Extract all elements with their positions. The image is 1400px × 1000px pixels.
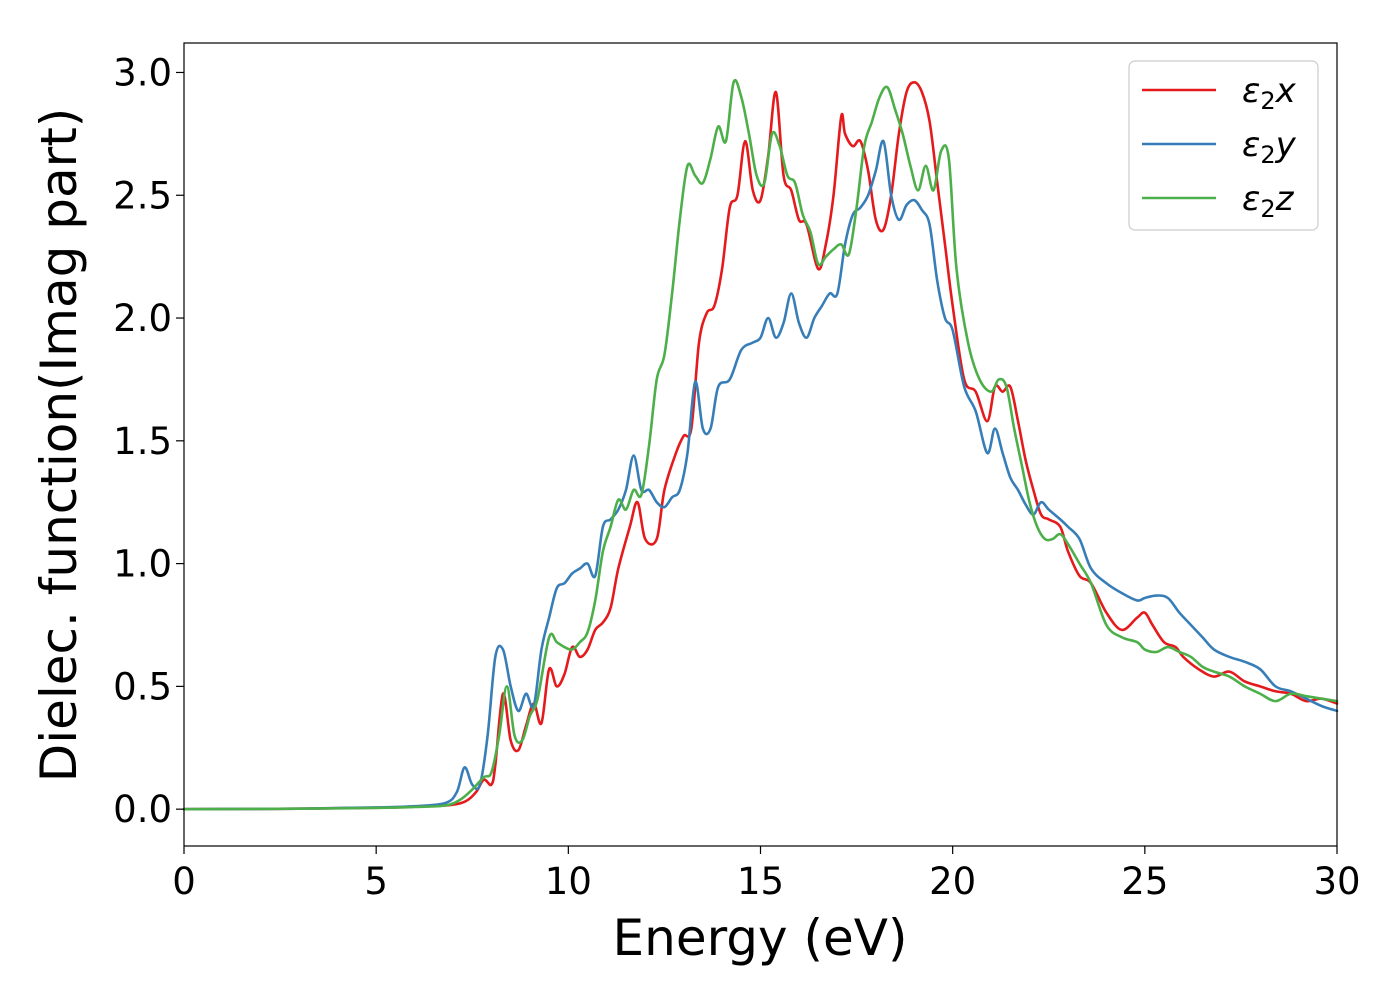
series-line-z	[182, 78, 1339, 811]
x-tick-label: 5	[364, 860, 388, 903]
x-tick-label: 30	[1313, 860, 1360, 903]
x-tick-label: 25	[1121, 860, 1168, 903]
y-tick-label: 1.5	[113, 420, 172, 463]
x-tick-label: 10	[545, 860, 592, 903]
y-tick-label: 0.0	[113, 788, 172, 831]
x-tick-label: 20	[929, 860, 976, 903]
y-tick-label: 3.0	[113, 51, 172, 94]
y-axis-ticks: 0.0 0.5 1.0 1.5 2.0 2.5 3.0	[113, 51, 184, 831]
x-axis-ticks: 0 5 10 15 20 25 30	[172, 846, 1361, 903]
legend-frame	[1128, 60, 1319, 231]
x-tick-label: 15	[737, 860, 784, 903]
y-tick-label: 0.5	[113, 665, 172, 708]
series-line-y	[182, 139, 1339, 811]
x-axis-label: Energy (eV)	[613, 909, 908, 967]
legend-label-z: ε2z	[1242, 179, 1295, 223]
legend-label-x: ε2x	[1242, 71, 1297, 115]
y-tick-label: 2.5	[113, 174, 172, 217]
x-tick-label: 0	[172, 860, 196, 903]
legend: ε2x ε2y ε2z	[1128, 60, 1319, 231]
y-tick-label: 1.0	[113, 543, 172, 586]
series-layer	[182, 78, 1339, 811]
legend-label-y: ε2y	[1242, 125, 1297, 169]
y-tick-label: 2.0	[113, 297, 172, 340]
y-axis-label: Dielec. function(Imag part)	[30, 108, 88, 783]
